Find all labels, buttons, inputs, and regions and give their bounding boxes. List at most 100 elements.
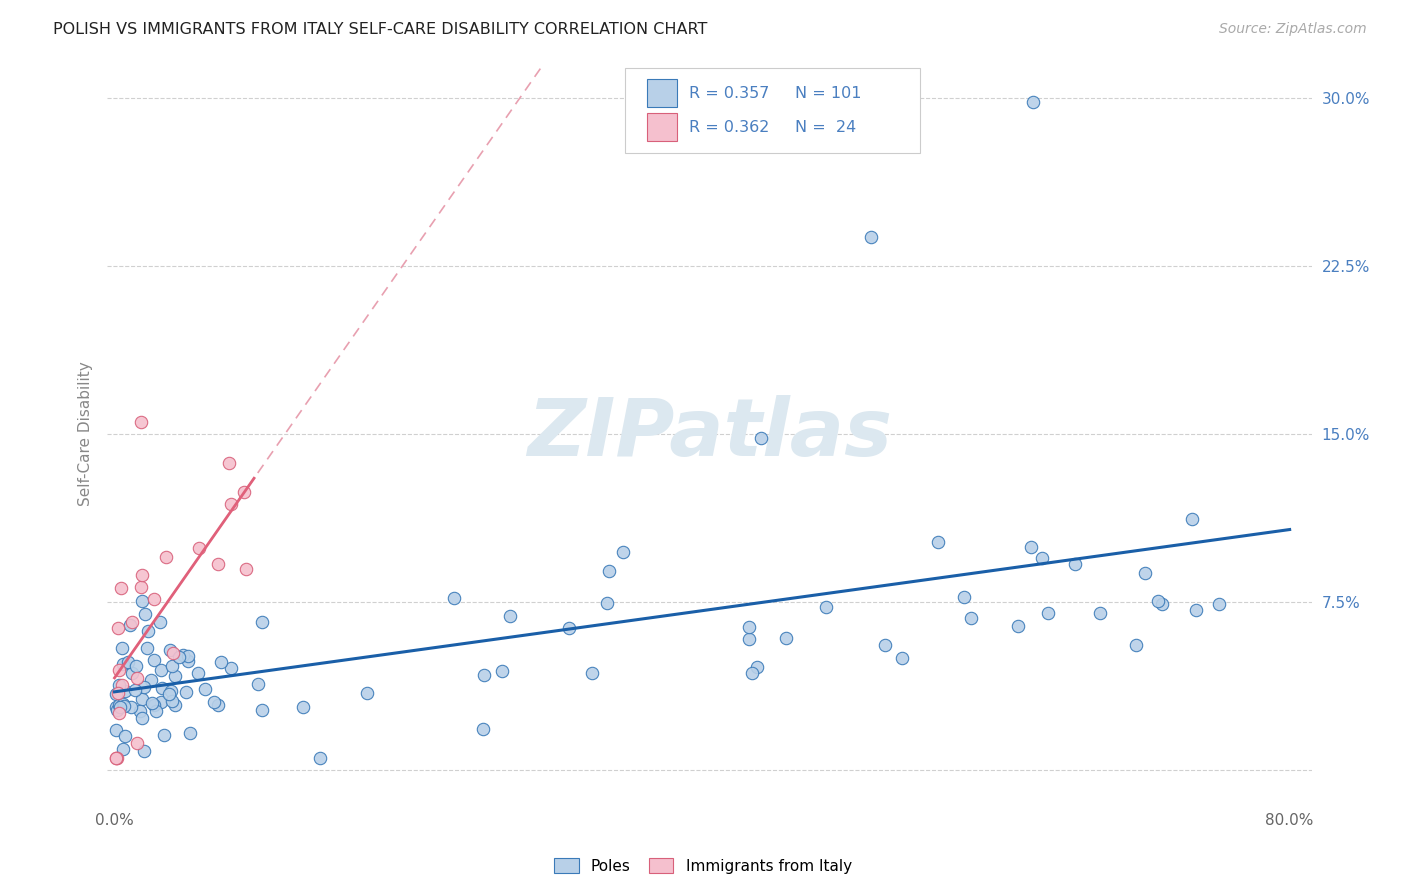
Point	[114, 729, 136, 743]
Point	[141, 673, 163, 687]
Point	[111, 641, 134, 656]
Text: POLISH VS IMMIGRANTS FROM ITALY SELF-CARE DISABILITY CORRELATION CHART: POLISH VS IMMIGRANTS FROM ITALY SELF-CAR…	[53, 22, 707, 37]
Point	[246, 677, 269, 691]
Point	[499, 609, 522, 624]
Point	[114, 684, 136, 698]
Point	[1125, 638, 1147, 652]
Point	[125, 736, 148, 750]
Point	[150, 695, 173, 709]
Point	[581, 665, 603, 680]
Point	[188, 541, 211, 555]
Point	[107, 686, 129, 700]
Point	[134, 680, 156, 694]
Point	[111, 678, 134, 692]
Point	[160, 683, 183, 698]
Point	[1208, 597, 1230, 611]
Point	[104, 751, 127, 765]
Point	[202, 695, 225, 709]
Point	[129, 705, 152, 719]
Point	[125, 658, 148, 673]
Point	[165, 698, 187, 712]
Point	[1150, 597, 1173, 611]
Point	[235, 562, 257, 576]
Point	[165, 669, 187, 683]
Point	[162, 646, 184, 660]
FancyBboxPatch shape	[626, 68, 920, 153]
Point	[120, 617, 142, 632]
Point	[153, 728, 176, 742]
Point	[105, 751, 128, 765]
Point	[143, 698, 166, 713]
Point	[491, 664, 513, 678]
Point	[111, 742, 134, 756]
Point	[1185, 603, 1208, 617]
Point	[131, 567, 153, 582]
Point	[136, 640, 159, 655]
Point	[112, 697, 135, 711]
Text: R = 0.357: R = 0.357	[689, 86, 769, 101]
Text: Source: ZipAtlas.com: Source: ZipAtlas.com	[1219, 22, 1367, 37]
Point	[194, 681, 217, 696]
Point	[177, 648, 200, 663]
Point	[121, 666, 143, 681]
Point	[134, 744, 156, 758]
Point	[104, 723, 127, 737]
Point	[111, 657, 134, 671]
Point	[172, 648, 194, 662]
Point	[749, 431, 772, 445]
Point	[596, 596, 619, 610]
Point	[309, 751, 332, 765]
Point	[891, 651, 914, 665]
Y-axis label: Self-Care Disability: Self-Care Disability	[79, 361, 93, 506]
Point	[160, 694, 183, 708]
Point	[149, 615, 172, 629]
Point	[108, 698, 131, 713]
Point	[150, 681, 173, 695]
Point	[741, 665, 763, 680]
Point	[110, 581, 132, 595]
Point	[136, 624, 159, 638]
Point	[1146, 593, 1168, 607]
Point	[129, 416, 152, 430]
Point	[292, 700, 315, 714]
Point	[960, 611, 983, 625]
Point	[131, 711, 153, 725]
Text: N =  24: N = 24	[794, 120, 856, 135]
Point	[250, 615, 273, 630]
Text: R = 0.362: R = 0.362	[689, 120, 769, 135]
Point	[250, 703, 273, 717]
Point	[612, 545, 634, 559]
Point	[160, 659, 183, 673]
Point	[110, 700, 132, 714]
Point	[207, 557, 229, 571]
Point	[1019, 540, 1042, 554]
Point	[150, 663, 173, 677]
Point	[179, 726, 201, 740]
Legend: Poles, Immigrants from Italy: Poles, Immigrants from Italy	[548, 852, 858, 880]
Point	[738, 632, 761, 646]
Point	[738, 619, 761, 633]
Point	[1031, 551, 1053, 566]
Point	[108, 663, 131, 677]
Text: ZIPatlas: ZIPatlas	[527, 394, 891, 473]
Point	[157, 687, 180, 701]
Point	[219, 497, 242, 511]
Point	[129, 580, 152, 594]
Point	[108, 706, 131, 720]
Point	[356, 686, 378, 700]
Point	[131, 692, 153, 706]
Point	[472, 722, 495, 736]
Point	[112, 699, 135, 714]
Point	[104, 699, 127, 714]
Point	[104, 687, 127, 701]
Point	[218, 456, 240, 470]
Point	[174, 685, 197, 699]
Point	[875, 638, 897, 652]
Point	[142, 591, 165, 606]
Point	[1063, 557, 1085, 571]
Point	[176, 655, 198, 669]
Point	[120, 700, 142, 714]
Point	[121, 615, 143, 630]
Point	[187, 665, 209, 680]
Point	[143, 653, 166, 667]
